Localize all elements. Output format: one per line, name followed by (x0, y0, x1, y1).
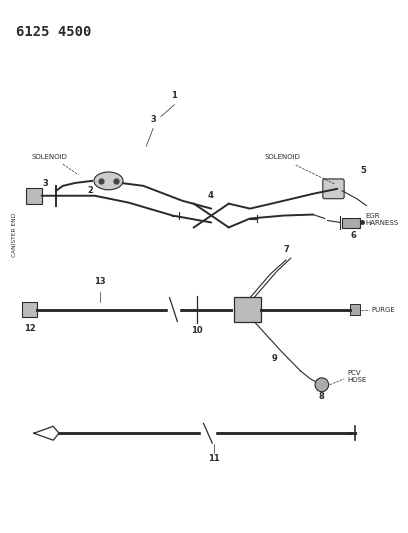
Text: 2: 2 (87, 186, 93, 195)
Text: EGR
HARNESS: EGR HARNESS (366, 213, 399, 226)
Circle shape (315, 378, 328, 392)
Polygon shape (34, 426, 59, 440)
Text: PURGE: PURGE (371, 306, 395, 312)
Text: 5: 5 (361, 166, 366, 175)
Text: CANISTER END: CANISTER END (12, 213, 17, 257)
Text: 9: 9 (271, 354, 277, 363)
FancyBboxPatch shape (342, 217, 360, 229)
Text: 11: 11 (208, 454, 220, 463)
Text: 6: 6 (351, 231, 357, 240)
Text: SOLENOID: SOLENOID (265, 154, 301, 160)
Text: 7: 7 (283, 245, 289, 254)
FancyBboxPatch shape (26, 188, 42, 204)
FancyBboxPatch shape (22, 302, 37, 318)
Text: 3: 3 (150, 115, 156, 124)
Text: SOLENOID: SOLENOID (32, 154, 68, 160)
Text: 3: 3 (42, 179, 48, 188)
Text: 10: 10 (191, 326, 202, 335)
Ellipse shape (94, 172, 123, 190)
Text: 13: 13 (94, 277, 106, 286)
FancyBboxPatch shape (350, 304, 360, 316)
Text: 1: 1 (171, 91, 177, 100)
Text: 4: 4 (207, 191, 213, 200)
FancyBboxPatch shape (323, 179, 344, 199)
FancyBboxPatch shape (234, 297, 261, 322)
Text: 6125 4500: 6125 4500 (16, 25, 92, 38)
Text: 12: 12 (24, 324, 36, 333)
Text: 8: 8 (319, 392, 325, 401)
Text: PCV
HOSE: PCV HOSE (347, 370, 366, 383)
